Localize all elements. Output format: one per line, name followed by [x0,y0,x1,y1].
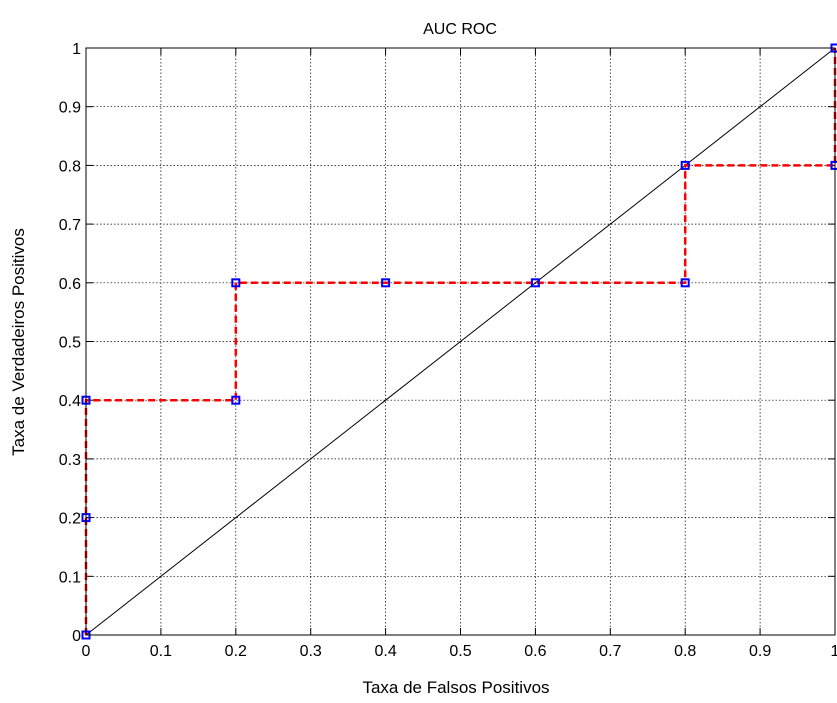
x-tick-label-5: 0.5 [449,643,471,660]
y-tick-label-7: 0.7 [59,217,81,234]
y-tick-label-3: 0.3 [59,452,81,469]
chart-title: AUC ROC [423,21,497,38]
x-axis-label: Taxa de Falsos Positivos [362,678,549,697]
x-tick-label-4: 0.4 [374,643,396,660]
x-tick-label-7: 0.7 [599,643,621,660]
x-tick-label-10: 1 [831,643,837,660]
x-tick-label-1: 0.1 [150,643,172,660]
x-tick-label-3: 0.3 [300,643,322,660]
y-tick-label-4: 0.4 [59,393,81,410]
y-tick-label-8: 0.8 [59,158,81,175]
y-tick-label-2: 0.2 [59,511,81,528]
x-tick-label-0: 0 [82,643,91,660]
y-tick-label-1: 0.1 [59,569,81,586]
y-tick-label-10: 1 [72,41,81,58]
x-tick-label-9: 0.9 [749,643,771,660]
y-tick-label-9: 0.9 [59,100,81,117]
x-tick-label-8: 0.8 [674,643,696,660]
y-tick-label-6: 0.6 [59,276,81,293]
y-tick-label-5: 0.5 [59,335,81,352]
x-tick-label-6: 0.6 [524,643,546,660]
x-tick-label-2: 0.2 [225,643,247,660]
y-tick-label-0: 0 [72,628,81,645]
y-axis-label: Taxa de Verdadeiros Positivos [9,228,28,456]
